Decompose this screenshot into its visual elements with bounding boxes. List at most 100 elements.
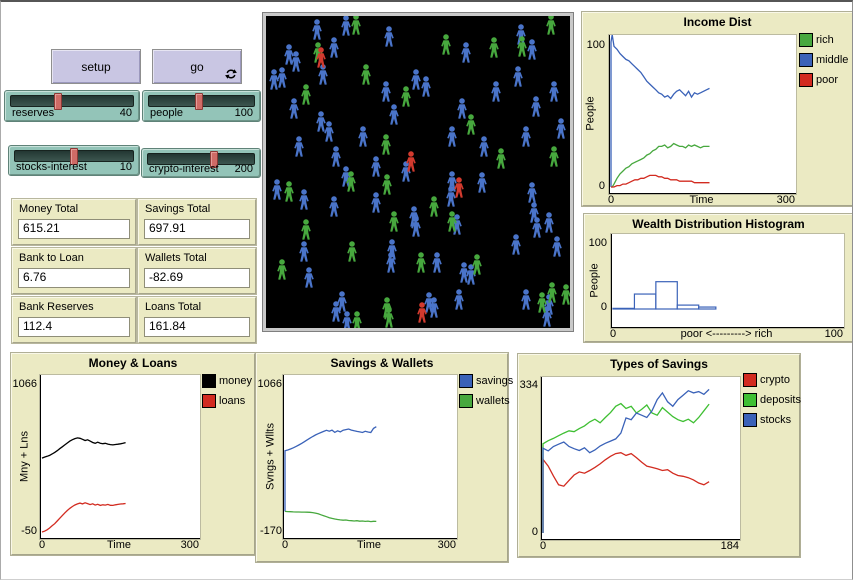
person-agent	[441, 34, 451, 55]
y-min-label: 0	[598, 180, 605, 192]
person-agent	[416, 252, 426, 273]
monitor-value: 112.4	[18, 317, 130, 337]
slider-track[interactable]	[10, 93, 134, 110]
legend-item-poor: poor	[799, 73, 848, 87]
person-agent	[496, 148, 506, 169]
person-agent	[527, 182, 537, 203]
person-agent	[341, 16, 351, 36]
slider-track[interactable]	[148, 93, 255, 110]
legend-label: wallets	[476, 395, 510, 407]
person-agent	[406, 151, 416, 172]
person-agent	[386, 252, 396, 273]
person-agent	[421, 76, 431, 97]
legend-label: rich	[816, 34, 834, 46]
person-agent	[324, 121, 334, 142]
person-agent	[371, 156, 381, 177]
y-max-label: 100	[588, 237, 607, 249]
person-agent	[358, 126, 368, 147]
reserves-slider[interactable]: reserves 40	[4, 90, 140, 122]
slider-value: 10	[119, 161, 132, 173]
person-agent	[277, 259, 287, 280]
legend-swatch	[743, 373, 757, 387]
setup-button-label: setup	[81, 59, 111, 74]
plot-canvas	[282, 374, 458, 540]
legend-swatch	[459, 394, 473, 408]
go-button[interactable]: go	[152, 49, 242, 84]
person-agent	[347, 241, 357, 262]
person-agent	[549, 146, 559, 167]
plot-legend: savings wallets	[459, 374, 513, 414]
x-max-label: 300	[776, 194, 795, 206]
legend-item-savings: savings	[459, 374, 513, 388]
person-agent	[382, 174, 392, 195]
loans-total-monitor: Loans Total 161.84	[137, 296, 257, 344]
plot-legend: crypto deposits stocks	[743, 373, 801, 433]
person-agent	[401, 86, 411, 107]
person-agent	[389, 211, 399, 232]
person-agent	[447, 211, 457, 232]
person-agent	[459, 262, 469, 283]
person-agent	[511, 234, 521, 255]
monitor-label: Money Total	[19, 203, 79, 215]
person-agent	[337, 291, 347, 312]
x-max-label: 100	[824, 328, 843, 340]
person-agent	[447, 126, 457, 147]
slider-handle[interactable]	[195, 93, 203, 110]
person-agent	[432, 252, 442, 273]
legend-label: money	[219, 375, 253, 387]
person-agent	[341, 166, 351, 187]
legend-item-stocks: stocks	[743, 413, 801, 427]
monitor-value: -82.69	[144, 268, 250, 288]
person-agent	[461, 42, 471, 63]
legend-swatch	[799, 33, 813, 47]
person-agent	[516, 24, 526, 45]
person-agent	[352, 311, 362, 328]
person-agent	[547, 282, 557, 303]
x-axis-label: Time	[106, 539, 132, 551]
person-agent	[472, 254, 482, 275]
plot-canvas	[540, 376, 741, 541]
y-min-label: -50	[21, 525, 37, 537]
legend-item-loans: loans	[202, 394, 252, 408]
legend-item-crypto: crypto	[743, 373, 801, 387]
person-agent	[542, 306, 552, 327]
x-min-label: 0	[610, 328, 617, 340]
slider-label: reserves	[12, 107, 55, 119]
slider-track[interactable]	[14, 148, 134, 165]
slider-track[interactable]	[147, 151, 255, 168]
monitor-label: Loans Total	[145, 301, 202, 313]
legend-label: savings	[476, 375, 514, 387]
person-agent	[301, 84, 311, 105]
people-slider[interactable]: people 100	[142, 90, 261, 122]
person-agent	[561, 284, 570, 305]
person-agent	[489, 37, 499, 58]
y-max-label: 100	[586, 39, 605, 51]
plot-canvas	[608, 34, 797, 195]
crypto-interest-slider[interactable]: crypto-interest 200	[141, 148, 261, 178]
x-axis-label: Time	[689, 194, 714, 206]
person-agent	[371, 192, 381, 213]
stocks-interest-slider[interactable]: stocks-interest 10	[8, 145, 140, 176]
person-agent	[346, 171, 356, 192]
x-max-label: 300	[180, 539, 199, 551]
person-agent	[521, 289, 531, 310]
person-agent	[429, 196, 439, 217]
x-max-label: 184	[720, 540, 739, 552]
person-agent	[284, 181, 294, 202]
slider-handle[interactable]	[70, 148, 78, 165]
legend-swatch	[743, 393, 757, 407]
slider-handle[interactable]	[210, 151, 218, 168]
y-min-label: 0	[600, 301, 607, 313]
person-agent	[301, 219, 311, 240]
person-agent	[316, 47, 326, 68]
legend-swatch	[743, 413, 757, 427]
person-agent	[331, 146, 341, 167]
legend-swatch	[799, 73, 813, 87]
person-agent	[299, 189, 309, 210]
y-max-label: 1066	[12, 378, 37, 390]
slider-handle[interactable]	[54, 93, 62, 110]
setup-button[interactable]: setup	[51, 49, 141, 84]
person-agent	[517, 36, 527, 57]
person-agent	[466, 264, 476, 285]
